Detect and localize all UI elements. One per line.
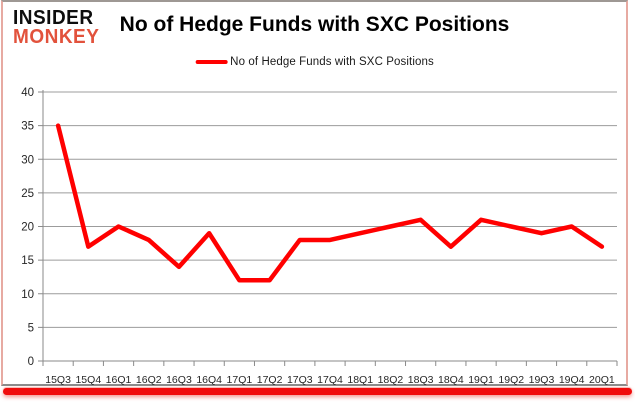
x-axis-label: 19Q1 [468, 374, 494, 386]
chart-card: INSIDER MONKEY No of Hedge Funds with SX… [1, 0, 628, 386]
x-axis-label: 17Q2 [257, 374, 283, 386]
x-axis-label: 15Q3 [45, 374, 71, 386]
series-line-sxc [55, 123, 605, 283]
y-axis-label: 20 [21, 222, 34, 234]
legend-label: No of Hedge Funds with SXC Positions [230, 56, 434, 68]
legend-line-swatch [195, 60, 228, 64]
y-axis-label: 0 [28, 356, 34, 368]
x-axis-label: 20Q1 [589, 374, 615, 386]
x-axis-label: 17Q1 [227, 374, 253, 386]
chart-title: No of Hedge Funds with SXC Positions [119, 13, 510, 36]
y-axis-label: 35 [21, 121, 34, 133]
x-axis-label: 19Q2 [498, 374, 524, 386]
logo-text-insider: INSIDER [13, 6, 94, 30]
x-axis-label: 18Q3 [408, 374, 434, 386]
insider-monkey-logo: INSIDER MONKEY [13, 6, 100, 49]
x-axis-label: 18Q1 [347, 374, 373, 386]
legend: No of Hedge Funds with SXC Positions [195, 56, 434, 68]
x-axis-label: 19Q3 [529, 374, 555, 386]
logo-text-monkey: MONKEY [13, 25, 100, 49]
x-axis-label: 18Q2 [378, 374, 404, 386]
x-axis-label: 17Q4 [317, 374, 343, 386]
line-chart-plot: 0 5 10 15 20 25 30 35 40 15Q3 15Q4 16Q1 16Q2 16Q3 16Q4… [21, 87, 618, 386]
y-axis-label: 15 [21, 255, 34, 267]
x-axis-label: 16Q2 [136, 374, 162, 386]
y-axis-label: 30 [21, 154, 34, 166]
x-axis-label: 17Q3 [287, 374, 313, 386]
x-axis-label: 15Q4 [75, 374, 101, 386]
x-axis-label: 16Q4 [196, 374, 222, 386]
x-axis-label: 19Q4 [559, 374, 585, 386]
y-axis-label: 10 [21, 289, 34, 301]
y-axis-label: 5 [28, 322, 34, 334]
x-axis-label: 18Q4 [438, 374, 464, 386]
y-axis-label: 40 [21, 87, 34, 99]
x-axis-label: 16Q1 [106, 374, 132, 386]
y-axis-label: 25 [21, 188, 34, 200]
bottom-red-border [3, 388, 632, 395]
x-axis-label: 16Q3 [166, 374, 192, 386]
